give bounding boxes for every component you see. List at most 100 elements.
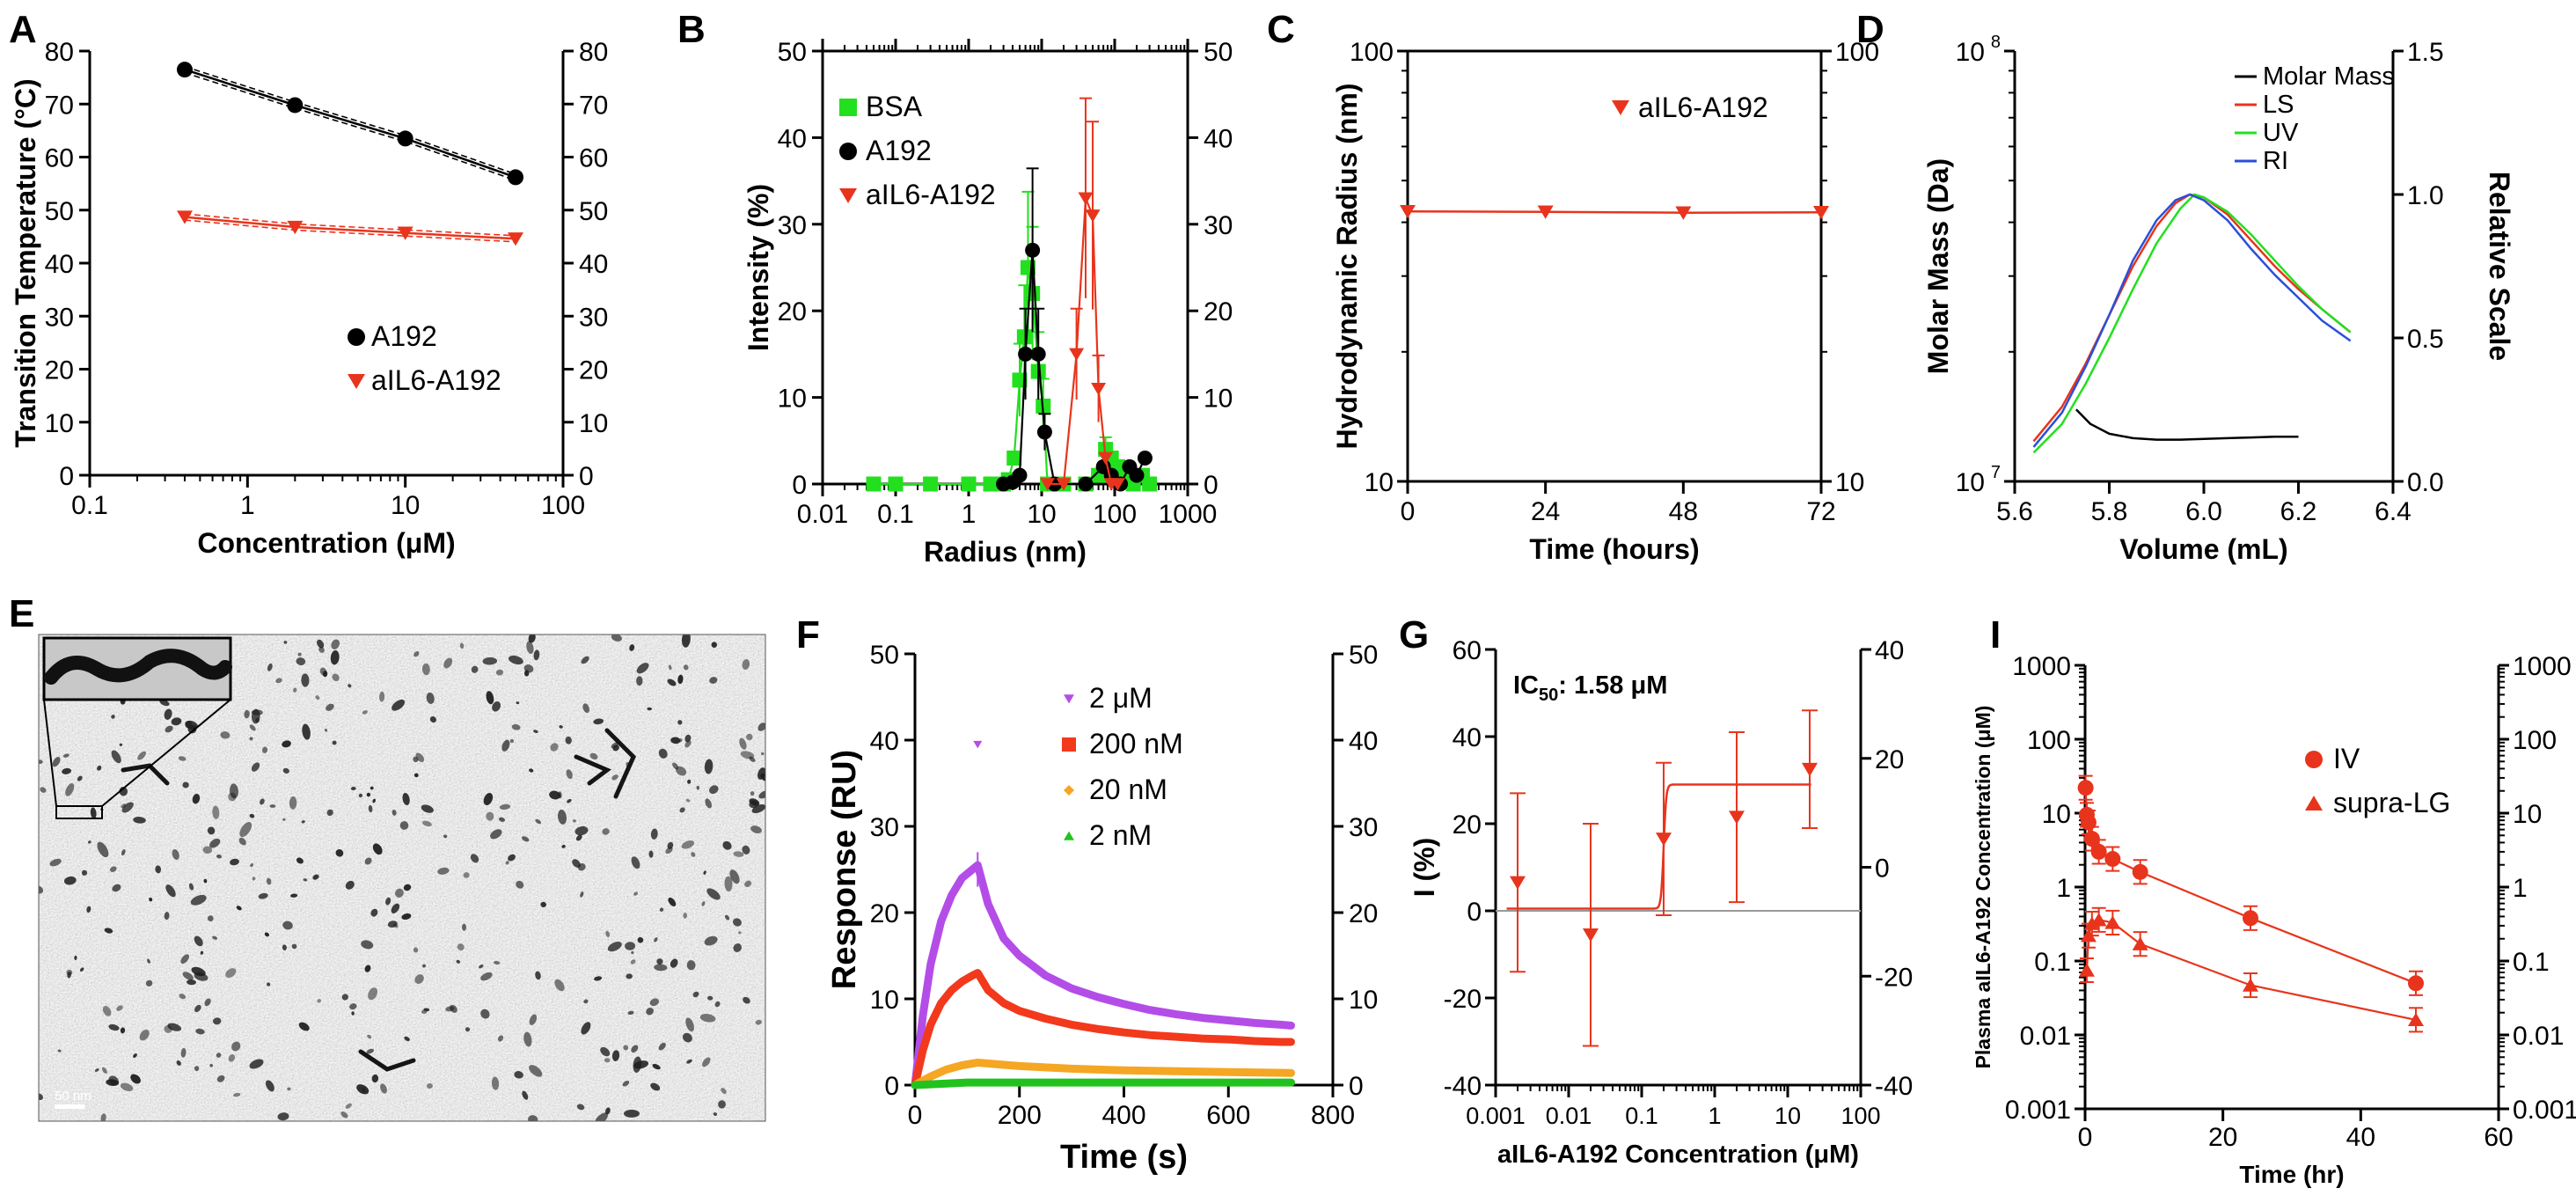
particle (497, 1035, 504, 1042)
data-point (1801, 762, 1818, 777)
particle (505, 861, 509, 865)
particle (583, 999, 589, 1004)
particle (275, 678, 282, 684)
particle (358, 793, 363, 798)
y-tick-label: 40 (1453, 723, 1482, 752)
particle (265, 1080, 274, 1092)
particle (372, 843, 383, 855)
particle (230, 858, 239, 866)
particle (646, 1008, 654, 1016)
particle (366, 792, 371, 797)
particle (102, 1006, 112, 1016)
panel-label-g: G (1399, 613, 1429, 657)
particle (260, 798, 265, 805)
data-point (1006, 450, 1022, 466)
particle (190, 894, 207, 906)
particle (77, 775, 83, 781)
particle (345, 1103, 352, 1109)
y2-tick-label: 1 (2513, 874, 2528, 903)
particle (402, 792, 410, 806)
particle (658, 1042, 666, 1051)
particle (97, 841, 109, 858)
y2-tick-label: 1000 (2513, 652, 2572, 681)
series-line (911, 1078, 1295, 1089)
particle (194, 972, 209, 981)
particle (604, 1058, 611, 1063)
fit-curve (1506, 783, 1811, 910)
particle (471, 665, 479, 673)
particle (668, 897, 677, 906)
x-tick-label: 1 (962, 500, 977, 529)
y2-tick-label: 40 (1875, 636, 1904, 665)
y-tick-label: -40 (1444, 1072, 1482, 1101)
particle (392, 699, 406, 711)
legend-label: aIL6-A192 (866, 179, 996, 210)
y2-tick-label: 0 (1875, 855, 1890, 884)
chart-i: 0.0010.010.111010010000.0010.010.1110100… (1972, 652, 2576, 1188)
particle (231, 1041, 241, 1052)
micrograph-particles (39, 635, 765, 1121)
particle (119, 787, 128, 796)
particle (421, 804, 434, 813)
particle (207, 915, 214, 921)
series-line (184, 216, 516, 240)
data-point (1728, 811, 1745, 825)
x-tick-label: 0 (1401, 497, 1416, 526)
particle (110, 866, 117, 872)
particle (379, 691, 385, 702)
y-tick-exponent: 7 (1991, 463, 2001, 482)
particle (119, 743, 123, 746)
particle (200, 950, 204, 955)
data-point (2243, 910, 2258, 927)
data-point (2078, 963, 2095, 977)
particle (445, 1006, 455, 1012)
series-line (911, 969, 1295, 1089)
particle (667, 841, 674, 849)
panel-label-c: C (1267, 8, 1295, 51)
series-line (2032, 193, 2352, 448)
data-point (2104, 851, 2121, 868)
particle (316, 639, 325, 649)
particle (370, 908, 378, 917)
chart-d: 10 7 10 8 0.0 0.5 1.0 1.5 5.6 5.8 6.0 6.2 6.4 Volume … (1922, 33, 2515, 565)
particle (582, 703, 590, 714)
particle (216, 854, 222, 859)
data-point (1142, 476, 1158, 492)
particle (522, 1090, 529, 1100)
y2-tick-label: 0.1 (2513, 948, 2550, 977)
particle (679, 807, 685, 813)
data-point (1509, 876, 1526, 890)
particle (685, 798, 691, 803)
particle (522, 836, 530, 842)
particle (332, 673, 340, 682)
particle (267, 663, 273, 671)
particle (182, 972, 194, 980)
particle (345, 880, 355, 890)
data-point (2132, 936, 2148, 950)
particle (750, 791, 755, 796)
particle (249, 1059, 264, 1069)
data-point (176, 62, 193, 78)
particle (212, 935, 218, 940)
y-tick-label: 100 (2027, 726, 2071, 755)
y2-tick-label: 1.0 (2407, 181, 2444, 210)
particle (249, 724, 256, 731)
data-point (961, 476, 977, 492)
particle (654, 964, 668, 972)
particle (611, 774, 618, 781)
particle (171, 717, 182, 726)
particle (654, 937, 658, 943)
legend-label: A192 (866, 135, 932, 166)
particle (733, 918, 742, 927)
scale-bar: 50 nm (55, 1089, 91, 1109)
particle (625, 942, 636, 950)
particle (62, 767, 72, 774)
data-point (508, 169, 524, 186)
particle (760, 773, 765, 781)
particle (429, 716, 436, 723)
particle (209, 838, 221, 848)
y2-tick-label: 50 (1204, 38, 1233, 67)
y2-tick-label: 0 (579, 462, 594, 491)
particle (501, 739, 510, 752)
